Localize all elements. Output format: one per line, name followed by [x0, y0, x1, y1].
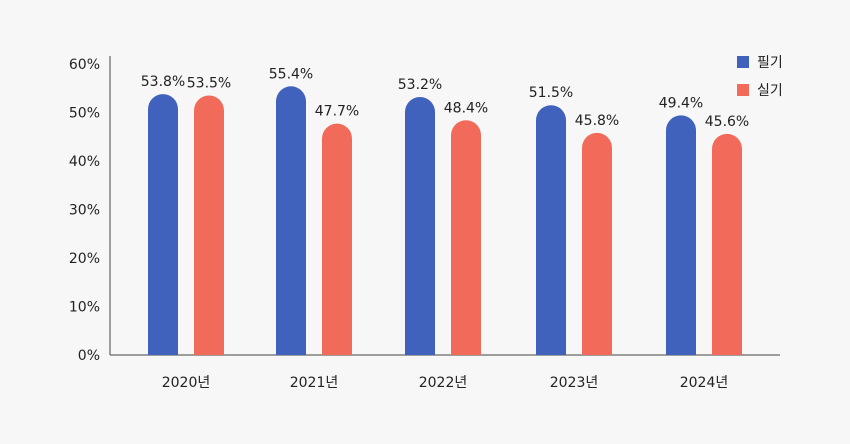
- data-label: 53.8%: [141, 74, 185, 90]
- bar-written-2: [405, 96, 435, 355]
- bar-practical-3: [582, 132, 612, 355]
- bars: 53.8% 53.5% 55.4% 47.7% 53.2%48.4% 51.5%45.8%…: [141, 66, 749, 356]
- x-tick-label: 2020년: [162, 375, 211, 391]
- data-label: 53.2%: [398, 77, 442, 93]
- data-label: 51.5%: [529, 85, 573, 101]
- x-axis: 2020년 2021년 2022년 2023년 2024년: [110, 354, 780, 391]
- y-tick-label: 10%: [69, 300, 100, 316]
- data-label: 49.4%: [659, 95, 703, 111]
- data-label: 53.5%: [187, 76, 231, 92]
- data-label: 48.4%: [444, 100, 488, 116]
- y-tick-label: 50%: [69, 106, 100, 122]
- x-tick-label: 2022년: [419, 375, 468, 391]
- y-tick-label: 60%: [69, 57, 100, 73]
- bar-written-0: [148, 94, 178, 355]
- bar-written-4: [666, 115, 696, 355]
- y-tick-label: 20%: [69, 251, 100, 267]
- data-label: 55.4%: [269, 66, 313, 82]
- bar-practical-1: [322, 123, 352, 355]
- x-tick-label: 2023년: [550, 375, 599, 391]
- data-label: 45.6%: [705, 114, 749, 130]
- legend-swatch-written: [737, 56, 749, 68]
- legend-swatch-practical: [737, 84, 749, 96]
- y-tick-label: 0%: [78, 348, 100, 364]
- data-label: 47.7%: [315, 104, 359, 120]
- bar-written-1: [276, 86, 306, 356]
- y-tick-label: 30%: [69, 203, 100, 219]
- x-tick-label: 2024년: [680, 375, 729, 391]
- bar-practical-2: [451, 120, 481, 355]
- bar-practical-0: [194, 95, 224, 355]
- legend-label: 필기: [757, 55, 783, 71]
- legend-label: 실기: [757, 83, 783, 99]
- y-tick-label: 40%: [69, 154, 100, 170]
- x-tick-label: 2021년: [290, 375, 339, 391]
- bar-written-3: [536, 105, 566, 355]
- bar-practical-4: [712, 133, 742, 355]
- y-axis: 0% 10% 20% 30% 40% 50% 60%: [69, 56, 111, 364]
- data-label: 45.8%: [575, 113, 619, 129]
